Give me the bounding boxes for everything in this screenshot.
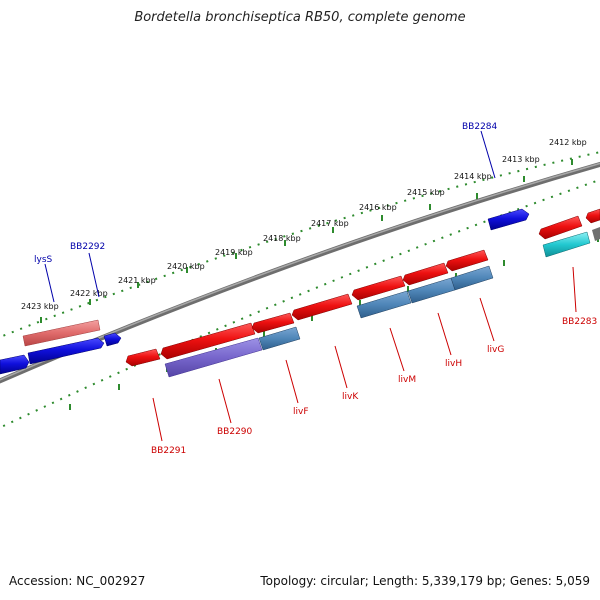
gene-arrow-bb2292[interactable] xyxy=(22,319,101,347)
gene-label-bb2283[interactable]: BB2283 xyxy=(562,317,597,327)
gene-bar-bb2290-lower[interactable] xyxy=(164,337,263,378)
gene-bar-right-edge-gray[interactable] xyxy=(592,227,600,241)
gene-arrow-forward-left[interactable] xyxy=(0,354,30,375)
leader-livf xyxy=(285,359,299,404)
leader-livg xyxy=(479,297,495,342)
tick-label-2419: 2419 kbp xyxy=(215,248,253,257)
gene-label-livk[interactable]: livK xyxy=(342,392,359,402)
gene-arrow-bb2291[interactable] xyxy=(125,348,161,367)
tick-label-2421: 2421 kbp xyxy=(118,276,156,285)
tick-label-2412: 2412 kbp xyxy=(549,138,587,147)
gene-label-livm[interactable]: livM xyxy=(398,375,416,385)
forward-major-ticks xyxy=(40,159,573,323)
gene-bar-bb2283-lower[interactable] xyxy=(542,231,591,258)
gene-arrow-livm[interactable] xyxy=(351,275,406,301)
gene-labels: lysS BB2292 BB2284 BB2291 BB2290 livF li… xyxy=(34,122,597,456)
accession-label: Accession: NC_002927 xyxy=(9,574,146,588)
leader-lyss xyxy=(44,263,55,303)
tick-label-2415: 2415 kbp xyxy=(407,188,445,197)
leader-livk xyxy=(334,345,348,389)
leader-bb2284 xyxy=(480,130,496,179)
gene-label-livh[interactable]: livH xyxy=(445,359,462,369)
gene-arrow-forward-small[interactable] xyxy=(103,332,122,347)
gene-label-livg[interactable]: livG xyxy=(487,345,504,355)
scale-tick-labels: 2423 kbp 2422 kbp 2421 kbp 2420 kbp 2419… xyxy=(21,138,587,311)
tick-label-2420: 2420 kbp xyxy=(167,262,205,271)
gene-bar-livg-lower[interactable] xyxy=(450,265,494,291)
tick-label-2413: 2413 kbp xyxy=(502,155,540,164)
gene-arrow-bb2290[interactable] xyxy=(160,322,256,360)
tick-label-2414: 2414 kbp xyxy=(454,172,492,181)
tick-label-2417: 2417 kbp xyxy=(311,219,349,228)
forward-scale-ring xyxy=(0,151,600,339)
leader-bb2290 xyxy=(218,378,232,424)
gene-arrow-livh[interactable] xyxy=(402,262,449,286)
tick-label-2422: 2422 kbp xyxy=(70,289,108,298)
gene-bar-livf-lower[interactable] xyxy=(258,326,301,351)
gene-label-lyss[interactable]: lysS xyxy=(34,255,53,265)
gene-arrow-livg[interactable] xyxy=(445,249,489,272)
leader-livh xyxy=(437,312,452,356)
tick-label-2416: 2416 kbp xyxy=(359,203,397,212)
gene-arrow-bb2284[interactable] xyxy=(487,208,530,231)
tick-label-2423: 2423 kbp xyxy=(21,302,59,311)
gene-arrow-bb2283[interactable] xyxy=(538,215,583,240)
reverse-major-ticks xyxy=(69,236,599,410)
gene-arrow-lyss[interactable] xyxy=(27,337,105,365)
gene-arrow-right-edge[interactable] xyxy=(585,208,600,224)
leader-bb2283 xyxy=(572,266,577,313)
gene-label-bb2290[interactable]: BB2290 xyxy=(217,427,253,437)
map-title: Bordetella bronchiseptica RB50, complete… xyxy=(134,10,466,25)
gene-arrow-livk[interactable] xyxy=(291,293,353,321)
gene-label-bb2292[interactable]: BB2292 xyxy=(70,242,105,252)
reverse-genes xyxy=(125,208,600,378)
gene-arrow-livf[interactable] xyxy=(251,312,295,334)
label-leaders xyxy=(44,130,577,442)
tick-label-2418: 2418 kbp xyxy=(263,234,301,243)
reverse-scale-ring xyxy=(0,178,600,429)
leader-bb2291 xyxy=(152,397,163,442)
gene-label-bb2291[interactable]: BB2291 xyxy=(151,446,186,456)
topology-info: Topology: circular; Length: 5,339,179 bp… xyxy=(260,574,590,588)
gene-label-bb2284[interactable]: BB2284 xyxy=(462,122,498,132)
gene-bar-livm-lower[interactable] xyxy=(356,290,412,319)
forward-genes xyxy=(0,208,530,375)
leader-livm xyxy=(389,327,405,372)
gene-label-livf[interactable]: livF xyxy=(293,407,309,417)
leader-bb2292 xyxy=(88,252,100,298)
